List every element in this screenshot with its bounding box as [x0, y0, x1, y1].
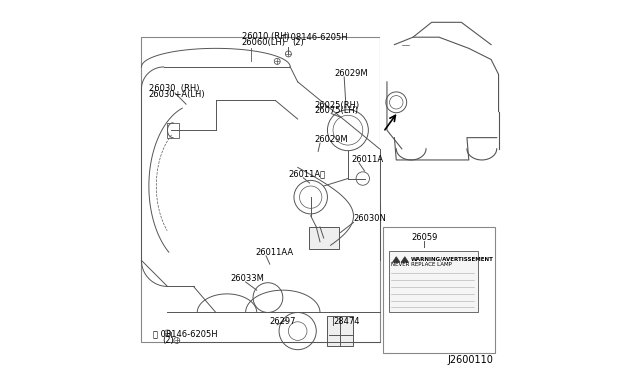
Text: NEVER REPLACE LAMP: NEVER REPLACE LAMP [392, 262, 452, 267]
Text: 26297: 26297 [270, 317, 296, 326]
Text: 26059: 26059 [411, 233, 437, 242]
Text: 26011AA: 26011AA [255, 248, 293, 257]
Circle shape [174, 337, 180, 343]
Text: WARNING/AVERTISSEMENT: WARNING/AVERTISSEMENT [410, 257, 493, 262]
Circle shape [285, 51, 291, 57]
Text: 26030N: 26030N [353, 214, 387, 223]
Text: 26011AⒷ: 26011AⒷ [289, 170, 326, 179]
Text: 26030+A(LH): 26030+A(LH) [149, 90, 205, 99]
Bar [383, 227, 495, 353]
Text: 26011A: 26011A [351, 155, 384, 164]
Text: (2): (2) [162, 336, 173, 345]
Circle shape [164, 330, 170, 336]
Text: Ⓑ 08146-6205H: Ⓑ 08146-6205H [152, 330, 217, 339]
Bar [141, 37, 380, 342]
Bar [389, 251, 478, 312]
Text: 26075(LH): 26075(LH) [314, 106, 358, 115]
Bar [380, 26, 502, 205]
Text: 26033M: 26033M [231, 274, 264, 283]
Text: 26030  (RH): 26030 (RH) [149, 84, 200, 93]
Text: 26060(LH): 26060(LH) [242, 38, 286, 47]
Polygon shape [401, 257, 408, 262]
Bar [309, 227, 339, 249]
Text: 26010 (RH): 26010 (RH) [242, 32, 290, 41]
Bar [328, 316, 353, 346]
Text: 26029M: 26029M [314, 135, 348, 144]
Circle shape [275, 58, 280, 64]
Text: 26029M: 26029M [335, 69, 369, 78]
Bar [168, 123, 179, 138]
Text: 26025(RH): 26025(RH) [314, 101, 360, 110]
Text: J2600110: J2600110 [447, 355, 493, 365]
Polygon shape [392, 257, 400, 262]
Text: (2): (2) [292, 38, 304, 47]
Text: Ⓑ 08146-6205H: Ⓑ 08146-6205H [283, 32, 348, 41]
Text: 28474: 28474 [333, 317, 360, 326]
